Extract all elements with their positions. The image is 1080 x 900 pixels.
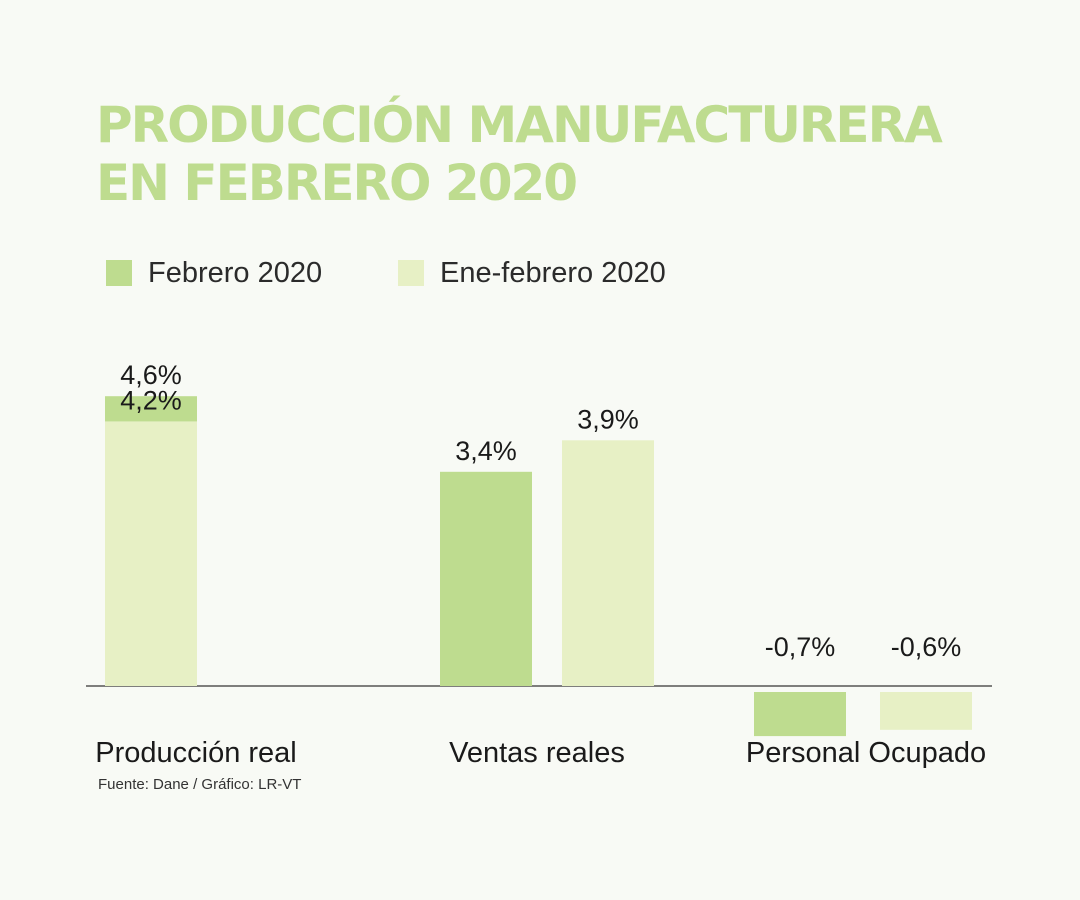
data-label-ene-febrero-0: 4,2% [120, 385, 182, 415]
category-label-0: Producción real [95, 737, 297, 769]
chart-title: PRODUCCIÓN MANUFACTURERA EN FEBRERO 2020 [96, 96, 943, 212]
bar-febrero-2 [754, 692, 846, 737]
chart-title-line-1: PRODUCCIÓN MANUFACTURERA [96, 96, 943, 154]
bar-ene-febrero-2 [880, 692, 972, 730]
data-label-febrero-1: 3,4% [455, 436, 517, 466]
source-grafico: / Gráfico: LR-VT [193, 776, 302, 793]
legend-item-ene-febrero: Ene-febrero 2020 [398, 254, 666, 292]
legend-label-ene-febrero: Ene-febrero 2020 [440, 256, 666, 289]
data-label-ene-febrero-1: 3,9% [577, 404, 639, 434]
legend-label-febrero: Febrero 2020 [148, 256, 323, 289]
legend-swatch-febrero [106, 260, 132, 286]
legend-swatch-ene-febrero [398, 260, 424, 286]
category-label-1: Ventas reales [449, 737, 625, 769]
legend-item-febrero: Febrero 2020 [106, 254, 322, 292]
data-label-febrero-2: -0,7% [765, 632, 836, 662]
bar-febrero-1 [440, 471, 532, 686]
data-label-ene-febrero-2: -0,6% [891, 632, 962, 662]
chart-title-line-2: EN FEBRERO 2020 [96, 154, 578, 212]
source-note: Fuente: Dane / Gráfico: LR-VT [98, 776, 301, 793]
category-label-2: Personal Ocupado [746, 737, 986, 769]
source-fuente: Fuente: Dane [98, 776, 189, 793]
bar-ene-febrero-0 [105, 421, 197, 686]
bar-ene-febrero-1 [562, 440, 654, 686]
data-label-febrero-0: 4,6% [120, 360, 182, 390]
